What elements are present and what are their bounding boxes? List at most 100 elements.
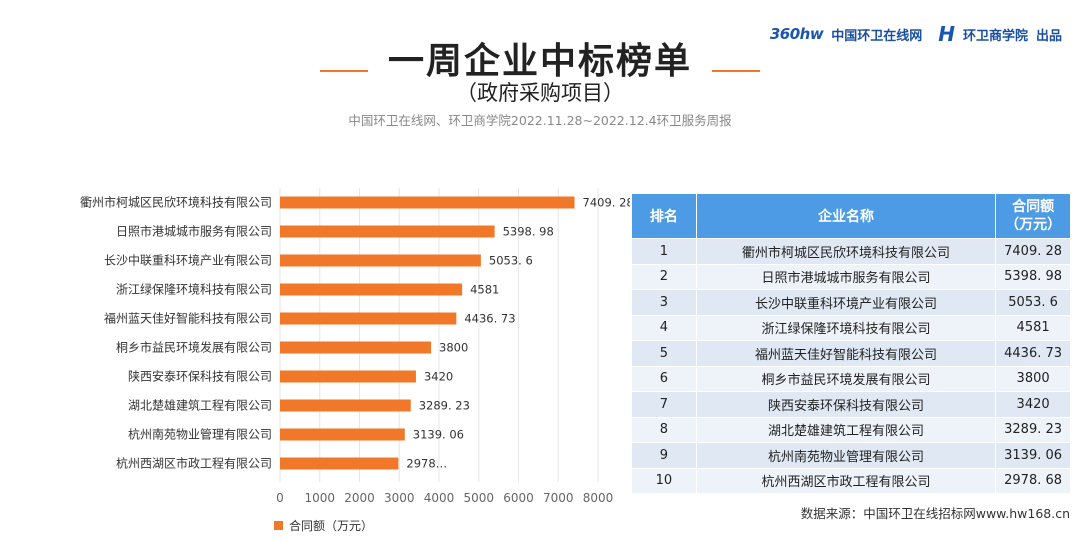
- bar: [280, 283, 463, 296]
- page-subtitle: （政府采购项目）: [456, 81, 624, 105]
- x-tick-label: 0: [276, 491, 284, 505]
- bar: [280, 225, 495, 238]
- cell-rank: 8: [632, 417, 696, 442]
- table-row: 8 湖北楚雄建筑工程有限公司 3289. 23: [632, 417, 1070, 442]
- data-label: 4436. 73: [464, 312, 515, 326]
- y-category-label: 衢州市柯城区民欣环境科技有限公司: [80, 195, 272, 210]
- table-row: 4 浙江绿保隆环境科技有限公司 4581: [632, 315, 1070, 340]
- table-row: 7 陕西安泰环保科技有限公司 3420: [632, 392, 1070, 417]
- cell-amount: 7409. 28: [996, 239, 1070, 264]
- cell-rank: 2: [632, 264, 696, 289]
- cell-company: 衢州市柯城区民欣环境科技有限公司: [696, 239, 996, 264]
- y-category-label: 桐乡市益民环境发展有限公司: [116, 340, 272, 355]
- source-line: 中国环卫在线网、环卫商学院2022.11.28~2022.12.4环卫服务周报: [348, 113, 732, 128]
- header-amount-line1: 合同额: [1012, 199, 1055, 215]
- data-label: 3139. 06: [413, 428, 464, 442]
- y-category-label: 杭州西湖区市政工程有限公司: [116, 456, 272, 471]
- table-row: 6 桐乡市益民环境发展有限公司 3800: [632, 366, 1070, 391]
- x-tick-label: 3000: [384, 491, 415, 505]
- data-label: 3420: [424, 370, 453, 384]
- page-title: 一周企业中标榜单: [387, 41, 692, 82]
- legend-swatch: [274, 521, 283, 530]
- table-row: 9 杭州南苑物业管理有限公司 3139. 06: [632, 443, 1070, 468]
- cell-rank: 5: [632, 341, 696, 366]
- produced-label: 出品: [1035, 28, 1062, 44]
- header-amount: 合同额 （万元）: [996, 194, 1070, 238]
- y-category-label: 浙江绿保隆环境科技有限公司: [116, 282, 272, 297]
- table-row: 2 日照市港城城市服务有限公司 5398. 98: [632, 264, 1070, 289]
- title-decor-left: [320, 70, 368, 72]
- table-row: 1 衢州市柯城区民欣环境科技有限公司 7409. 28: [632, 239, 1070, 264]
- x-tick-label: 4000: [424, 491, 455, 505]
- bar: [280, 428, 405, 441]
- cell-company: 长沙中联重科环境产业有限公司: [696, 290, 996, 315]
- x-tick-label: 5000: [463, 491, 494, 505]
- cell-company: 湖北楚雄建筑工程有限公司: [696, 417, 996, 442]
- bar: [280, 312, 457, 325]
- header-company: 企业名称: [696, 194, 996, 238]
- cell-company: 桐乡市益民环境发展有限公司: [696, 366, 996, 391]
- bar: [280, 457, 399, 470]
- data-label: 5398. 98: [503, 225, 554, 239]
- data-label: 3289. 23: [419, 399, 470, 413]
- cell-rank: 6: [632, 366, 696, 391]
- cell-rank: 7: [632, 392, 696, 417]
- cell-rank: 10: [632, 468, 696, 493]
- title-decor-right: [712, 70, 760, 72]
- table-row: 5 福州蓝天佳好智能科技有限公司 4436. 73: [632, 341, 1070, 366]
- cell-amount: 4436. 73: [996, 341, 1070, 366]
- hw-logo-icon: H: [938, 22, 955, 46]
- cell-company: 陕西安泰环保科技有限公司: [696, 392, 996, 417]
- legend-label: 合同额（万元）: [289, 519, 374, 533]
- cell-rank: 1: [632, 239, 696, 264]
- header-rank: 排名: [632, 194, 696, 238]
- cell-amount: 5398. 98: [996, 264, 1070, 289]
- x-tick-label: 8000: [583, 491, 614, 505]
- y-category-label: 日照市港城城市服务有限公司: [116, 224, 272, 239]
- bar: [280, 196, 575, 209]
- cell-rank: 4: [632, 315, 696, 340]
- table-row: 3 长沙中联重科环境产业有限公司 5053. 6: [632, 290, 1070, 315]
- site-name: 中国环卫在线网: [831, 28, 923, 44]
- table-row: 10 杭州西湖区市政工程有限公司 2978. 68: [632, 468, 1070, 493]
- cell-amount: 5053. 6: [996, 290, 1070, 315]
- cell-rank: 9: [632, 443, 696, 468]
- cell-rank: 3: [632, 290, 696, 315]
- y-category-label: 福州蓝天佳好智能科技有限公司: [104, 311, 272, 326]
- cell-company: 杭州西湖区市政工程有限公司: [696, 468, 996, 493]
- cell-company: 杭州南苑物业管理有限公司: [696, 443, 996, 468]
- bar: [280, 341, 432, 354]
- data-label: 3800: [439, 341, 468, 355]
- x-tick-label: 2000: [344, 491, 375, 505]
- school-name: 环卫商学院: [962, 28, 1028, 44]
- data-label: 7409. 28: [583, 196, 630, 210]
- bar: [280, 370, 416, 383]
- chart-legend: 合同额（万元）: [274, 517, 373, 534]
- cell-amount: 3800: [996, 366, 1070, 391]
- data-source-footnote: 数据来源：中国环卫在线招标网www.hw168.cn: [800, 506, 1070, 521]
- data-label: 4581: [470, 283, 499, 297]
- cell-amount: 3139. 06: [996, 443, 1070, 468]
- x-tick-label: 6000: [503, 491, 534, 505]
- y-category-label: 长沙中联重科环境产业有限公司: [104, 253, 272, 268]
- data-label: 2978…: [406, 457, 447, 471]
- table-header-row: 排名 企业名称 合同额 （万元）: [632, 194, 1070, 238]
- cell-company: 浙江绿保隆环境科技有限公司: [696, 315, 996, 340]
- x-tick-label: 1000: [304, 491, 335, 505]
- x-tick-label: 7000: [543, 491, 574, 505]
- cell-company: 日照市港城城市服务有限公司: [696, 264, 996, 289]
- logo-360hw: 360hw: [769, 25, 824, 43]
- cell-amount: 2978. 68: [996, 468, 1070, 493]
- cell-amount: 3289. 23: [996, 417, 1070, 442]
- cell-amount: 3420: [996, 392, 1070, 417]
- bar-chart: 0 1000 2000 3000 4000 5000 6000 7000 8000 衢州市柯城区民…: [80, 188, 630, 505]
- y-category-label: 杭州南苑物业管理有限公司: [128, 427, 272, 442]
- ranking-table: 排名 企业名称 合同额 （万元） 1 衢州市柯城区民欣环境科技有限公司 7409. …: [631, 193, 1071, 494]
- y-category-label: 湖北楚雄建筑工程有限公司: [128, 398, 272, 413]
- brand-header: 360hw 中国环卫在线网 H 环卫商学院 出品: [770, 22, 1062, 46]
- cell-company: 福州蓝天佳好智能科技有限公司: [696, 341, 996, 366]
- bar: [280, 254, 481, 267]
- header-amount-line2: （万元）: [1005, 217, 1062, 233]
- bar: [280, 399, 411, 412]
- data-label: 5053. 6: [489, 254, 533, 268]
